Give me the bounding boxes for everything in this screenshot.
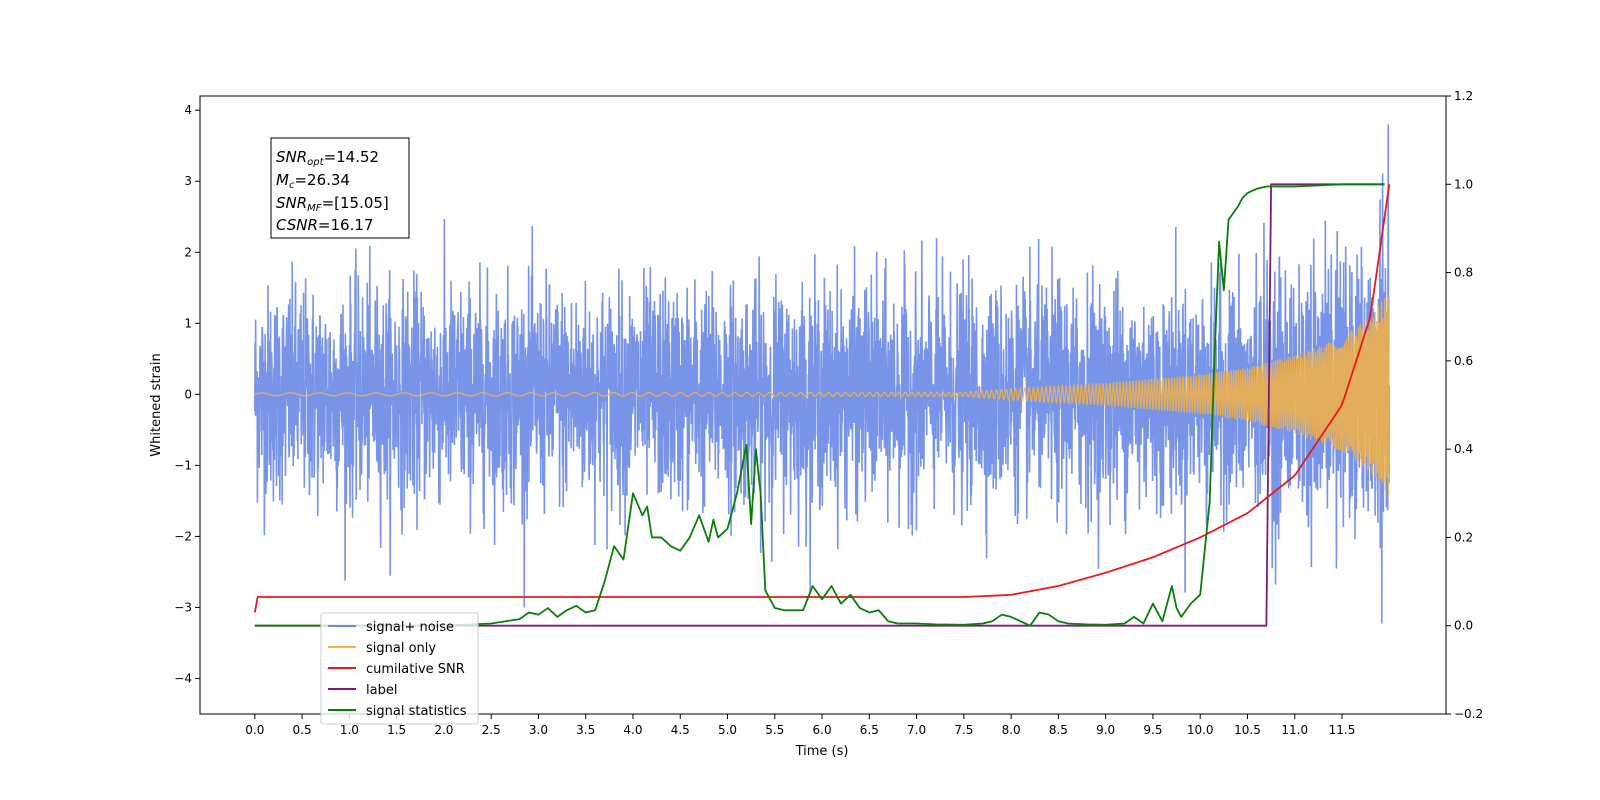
- y-tick-label-left: 1: [184, 316, 192, 330]
- series-signal-noise-line: [254, 124, 1391, 624]
- series-signal-only-line: [254, 296, 1390, 497]
- x-tick-label: 4.0: [623, 723, 642, 737]
- legend-item-signal-statistics: signal statistics: [328, 704, 467, 719]
- x-axis: 0.0 0.5 1.0 1.5 2.0 2.5 3.0 3.5 4.0 4.5 5.0 5.5 6.0 6…: [245, 714, 1355, 737]
- x-tick-label: 1.5: [387, 723, 406, 737]
- legend-label: signal only: [366, 641, 436, 656]
- x-tick-label: 11.5: [1329, 723, 1356, 737]
- legend: signal+ noise signal only cumilative SNR…: [320, 612, 479, 725]
- info-box-frame: [270, 137, 410, 239]
- x-tick-label: 6.5: [860, 723, 879, 737]
- info-box: SNRopt=14.52 Mc=26.34 SNRMF=[15.05] CSNR…: [270, 137, 410, 239]
- x-tick-label: 11.0: [1281, 723, 1308, 737]
- y-tick-label-right: 0.2: [1454, 530, 1473, 544]
- y-tick-label-right: 1.0: [1454, 177, 1473, 191]
- x-tick-label: 3.0: [529, 723, 548, 737]
- x-tick-label: 8.5: [1049, 723, 1068, 737]
- y-tick-label-left: −4: [174, 671, 192, 685]
- legend-frame: [320, 612, 479, 725]
- y-tick-label-left: 4: [184, 103, 192, 117]
- x-tick-label: 9.5: [1143, 723, 1162, 737]
- x-tick-label: 5.5: [765, 723, 784, 737]
- y-tick-label-right: 0.0: [1454, 619, 1473, 633]
- x-tick-label: 3.5: [576, 723, 595, 737]
- legend-label: label: [366, 683, 397, 698]
- x-tick-label: 0.0: [245, 723, 264, 737]
- legend-item-signal-noise: signal+ noise: [328, 620, 454, 635]
- x-tick-label: 10.0: [1187, 723, 1214, 737]
- info-chirp-mass: Mc=26.34: [276, 171, 350, 191]
- y-tick-label-left: −1: [174, 458, 192, 472]
- x-tick-label: 4.5: [671, 723, 690, 737]
- info-csnr: CSNR=16.17: [276, 216, 373, 234]
- x-tick-label: 2.0: [434, 723, 453, 737]
- x-tick-label: 8.0: [1002, 723, 1021, 737]
- x-tick-label: 9.0: [1096, 723, 1115, 737]
- y-tick-label-right: 0.4: [1454, 442, 1473, 456]
- x-tick-label: 5.0: [718, 723, 737, 737]
- series-layer: [253, 124, 1391, 627]
- x-tick-label: 7.0: [907, 723, 926, 737]
- y-tick-label-left: −3: [174, 600, 192, 614]
- info-snr-mf: SNRMF=[15.05]: [276, 194, 389, 214]
- x-tick-label: 0.5: [293, 723, 312, 737]
- x-tick-label: 10.5: [1234, 723, 1261, 737]
- y-axis-right: −0.2 0.0 0.2 0.4 0.6 0.8 1.0 1.2: [1446, 89, 1483, 721]
- legend-item-label: label: [328, 683, 397, 698]
- y-axis-left: −4 −3 −2 −1 0 1 2 3 4: [174, 103, 200, 685]
- y-tick-label-left: 2: [184, 245, 192, 259]
- legend-label: signal statistics: [366, 704, 467, 719]
- series-signal-statistics-line: [254, 183, 1385, 627]
- legend-item-cumulative-snr: cumilative SNR: [328, 662, 465, 677]
- series-cumulative-snr-line: [253, 184, 1391, 613]
- plot-frame: [199, 95, 1447, 715]
- x-tick-label: 2.5: [482, 723, 501, 737]
- x-tick-label: 7.5: [954, 723, 973, 737]
- y-tick-label-left: −2: [174, 529, 192, 543]
- info-snr-opt: SNRopt=14.52: [276, 148, 379, 168]
- x-axis-label: Time (s): [795, 744, 849, 759]
- legend-label: cumilative SNR: [366, 662, 465, 677]
- y-axis-label-left: Whitened strain: [149, 353, 164, 456]
- legend-item-signal-only: signal only: [328, 641, 436, 656]
- y-tick-label-left: 0: [184, 387, 192, 401]
- y-tick-label-right: −0.2: [1454, 707, 1483, 721]
- y-tick-label-right: 0.6: [1454, 354, 1473, 368]
- legend-label: signal+ noise: [366, 620, 454, 635]
- y-tick-label-right: 1.2: [1454, 89, 1473, 103]
- y-tick-label-right: 0.8: [1454, 266, 1473, 280]
- x-tick-label: 1.0: [340, 723, 359, 737]
- x-tick-label: 6.0: [813, 723, 832, 737]
- y-tick-label-left: 3: [184, 174, 192, 188]
